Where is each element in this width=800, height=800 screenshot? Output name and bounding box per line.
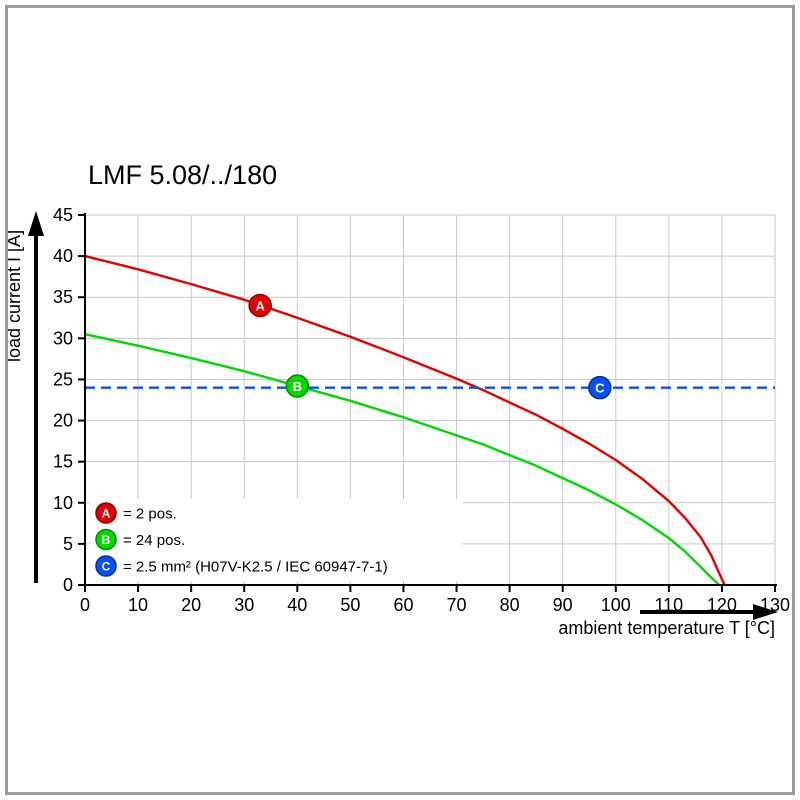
y-tick-label: 15 [53, 452, 73, 472]
x-tick-label: 30 [234, 595, 254, 615]
chart-generated-layer: 0 10 20 30 40 50 60 70 80 90 100 110 120 130051015202… [28, 205, 790, 620]
legend-marker-b [95, 528, 117, 551]
y-tick-label: 45 [53, 205, 73, 225]
legend-marker-letter-c: C [102, 560, 111, 574]
x-tick-label: 20 [181, 595, 201, 615]
y-tick-label: 10 [53, 493, 73, 513]
x-axis-title: ambient temperature T [°C] [558, 618, 775, 638]
marker-letter-c: C [595, 381, 605, 396]
y-tick-label: 30 [53, 328, 73, 348]
x-tick-label: 40 [287, 595, 307, 615]
legend-box [90, 499, 462, 581]
legend-marker-c [95, 555, 117, 577]
marker-c [588, 375, 612, 400]
legend-marker-letter-a: A [102, 507, 111, 521]
legend-label-a: = 2 pos. [123, 506, 177, 523]
marker-letter-b: B [293, 379, 302, 394]
y-tick-label: 35 [53, 287, 73, 307]
chart-title: LMF 5.08/../180 [88, 160, 277, 190]
x-tick-label: 80 [500, 595, 520, 615]
marker-a [248, 293, 272, 318]
x-tick-label: 10 [128, 595, 148, 615]
marker-letter-a: A [255, 298, 265, 313]
x-tick-label: 0 [80, 595, 90, 615]
y-tick-label: 25 [53, 369, 73, 389]
legend-marker-a [95, 502, 117, 524]
legend-label-b: = 24 pos. [123, 532, 185, 549]
legend-marker-letter-b: B [102, 533, 111, 547]
legend-label-c: = 2.5 mm² (H07V-K2.5 / IEC 60947-7-1) [123, 559, 388, 576]
y-tick-label: 20 [53, 411, 73, 431]
y-tick-label: 0 [63, 575, 73, 595]
x-axis-arrow-head [753, 604, 778, 620]
x-tick-label: 100 [601, 595, 631, 615]
marker-b [285, 374, 310, 398]
x-tick-label: 60 [393, 595, 413, 615]
y-tick-label: 5 [63, 534, 73, 554]
x-tick-label: 90 [553, 595, 573, 615]
x-tick-label: 70 [447, 595, 467, 615]
x-tick-label: 50 [340, 595, 360, 615]
y-tick-label: 40 [53, 246, 73, 266]
curve-b [84, 333, 721, 586]
y-axis-title: load current I [A] [4, 230, 24, 362]
y-axis-arrow-head [28, 211, 44, 236]
